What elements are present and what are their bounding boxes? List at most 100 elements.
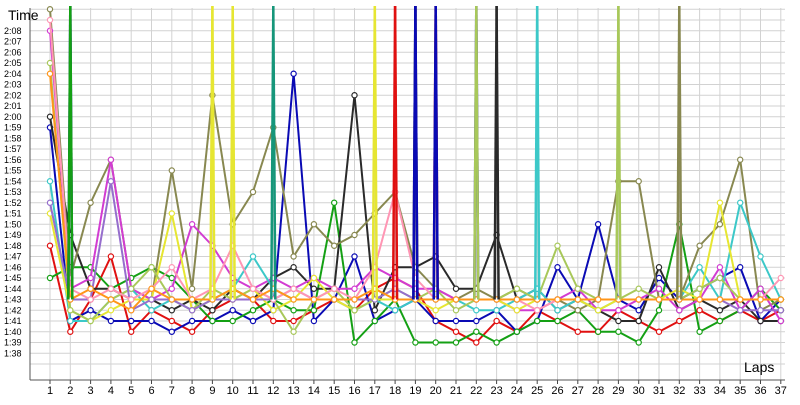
y-tick-label: 1:42 — [4, 305, 22, 315]
x-tick-label: 11 — [247, 385, 258, 397]
y-tick-label: 1:44 — [4, 284, 22, 294]
x-tick-label: 20 — [430, 385, 442, 397]
y-tick-label: 1:58 — [4, 133, 22, 143]
data-point — [452, 285, 460, 292]
data-point — [290, 285, 297, 292]
data-point — [655, 296, 663, 303]
y-tick-label: 2:02 — [4, 90, 22, 100]
y-tick-label: 2:01 — [4, 101, 22, 111]
data-point — [290, 307, 297, 314]
data-point — [676, 307, 683, 314]
data-point — [493, 317, 500, 325]
x-tick-label: 2 — [67, 385, 73, 397]
data-point — [310, 285, 318, 292]
data-point — [168, 167, 175, 174]
x-tick-label: 24 — [511, 385, 523, 397]
data-point — [574, 296, 582, 303]
data-point — [432, 317, 439, 325]
data-point — [67, 317, 74, 325]
y-tick-label: 1:56 — [4, 155, 22, 165]
data-point — [331, 296, 338, 303]
x-tick-label: 17 — [369, 385, 381, 397]
y-tick-label: 1:57 — [4, 144, 22, 154]
data-point — [594, 328, 602, 335]
data-point — [351, 231, 358, 239]
y-tick-label: 1:46 — [4, 262, 22, 272]
data-point — [452, 328, 460, 335]
x-tick-label: 3 — [88, 385, 94, 397]
data-point — [249, 317, 257, 325]
data-point — [371, 307, 378, 314]
data-point — [777, 317, 785, 325]
data-point — [148, 317, 155, 325]
y-axis-title: Time — [8, 7, 39, 23]
data-point — [87, 296, 94, 303]
data-point — [635, 178, 642, 185]
data-point — [473, 307, 480, 314]
data-point — [290, 253, 297, 260]
data-point — [534, 307, 541, 314]
data-point — [331, 285, 338, 292]
data-point — [554, 317, 561, 325]
data-point — [127, 285, 135, 292]
data-point — [310, 221, 318, 228]
x-axis-title: Laps — [744, 359, 774, 375]
data-point — [107, 296, 115, 303]
x-tick-label: 27 — [572, 385, 584, 397]
data-point — [290, 70, 297, 77]
y-tick-label: 2:05 — [4, 58, 22, 68]
data-point — [351, 307, 358, 314]
x-tick-label: 16 — [348, 385, 360, 397]
data-point — [46, 59, 54, 67]
x-tick-label: 37 — [775, 385, 787, 397]
x-tick-label: 31 — [653, 385, 665, 397]
data-point — [655, 285, 663, 292]
y-tick-label: 1:39 — [4, 338, 22, 348]
data-point — [737, 296, 744, 303]
data-point — [290, 317, 297, 325]
data-point — [676, 317, 683, 325]
data-point — [371, 317, 378, 325]
y-tick-label: 2:03 — [4, 80, 22, 90]
data-point — [635, 317, 642, 325]
y-tick-label: 1:54 — [4, 176, 22, 186]
data-point — [127, 296, 135, 303]
y-tick-label: 1:47 — [4, 252, 22, 262]
data-point — [168, 210, 175, 217]
y-tick-label: 1:55 — [4, 166, 22, 176]
data-point — [229, 317, 236, 325]
data-point — [473, 339, 480, 346]
x-tick-label: 34 — [714, 385, 726, 397]
data-point — [513, 296, 521, 303]
data-point — [513, 307, 521, 314]
y-tick-label: 2:08 — [4, 26, 22, 36]
data-point — [696, 307, 703, 314]
data-point — [46, 274, 54, 282]
spike-line — [678, 5, 683, 300]
data-point — [655, 328, 663, 335]
data-point — [777, 274, 785, 282]
data-point — [46, 242, 54, 249]
y-tick-label: 1:59 — [4, 123, 22, 133]
data-point — [67, 307, 74, 314]
data-point — [594, 221, 602, 228]
data-point — [696, 242, 703, 249]
data-point — [777, 307, 785, 314]
spike-line — [414, 5, 419, 300]
x-tick-labels: 1 2 3 4 5 6 7 8 9 10 11 12 13 14 15 16 17 18 19 20 21 22 23 24 2… — [47, 380, 787, 397]
data-point — [87, 317, 94, 325]
data-point — [168, 307, 175, 314]
y-tick-label: 1:52 — [4, 198, 22, 208]
x-tick-label: 19 — [409, 385, 421, 397]
y-tick-label: 1:50 — [4, 219, 22, 229]
y-tick-labels: 1:381:391:401:411:421:431:441:451:461:47… — [4, 26, 22, 359]
data-point — [757, 296, 764, 303]
x-tick-label: 13 — [287, 385, 299, 397]
x-tick-label: 10 — [227, 385, 239, 397]
data-point — [107, 156, 115, 163]
data-point — [249, 285, 257, 292]
data-point — [148, 307, 155, 314]
data-point — [188, 317, 196, 325]
spike-line — [211, 5, 216, 300]
